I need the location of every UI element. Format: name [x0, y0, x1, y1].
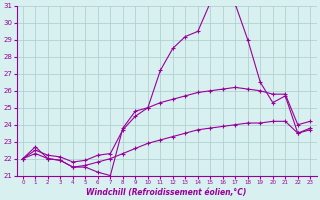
X-axis label: Windchill (Refroidissement éolien,°C): Windchill (Refroidissement éolien,°C) [86, 188, 247, 197]
